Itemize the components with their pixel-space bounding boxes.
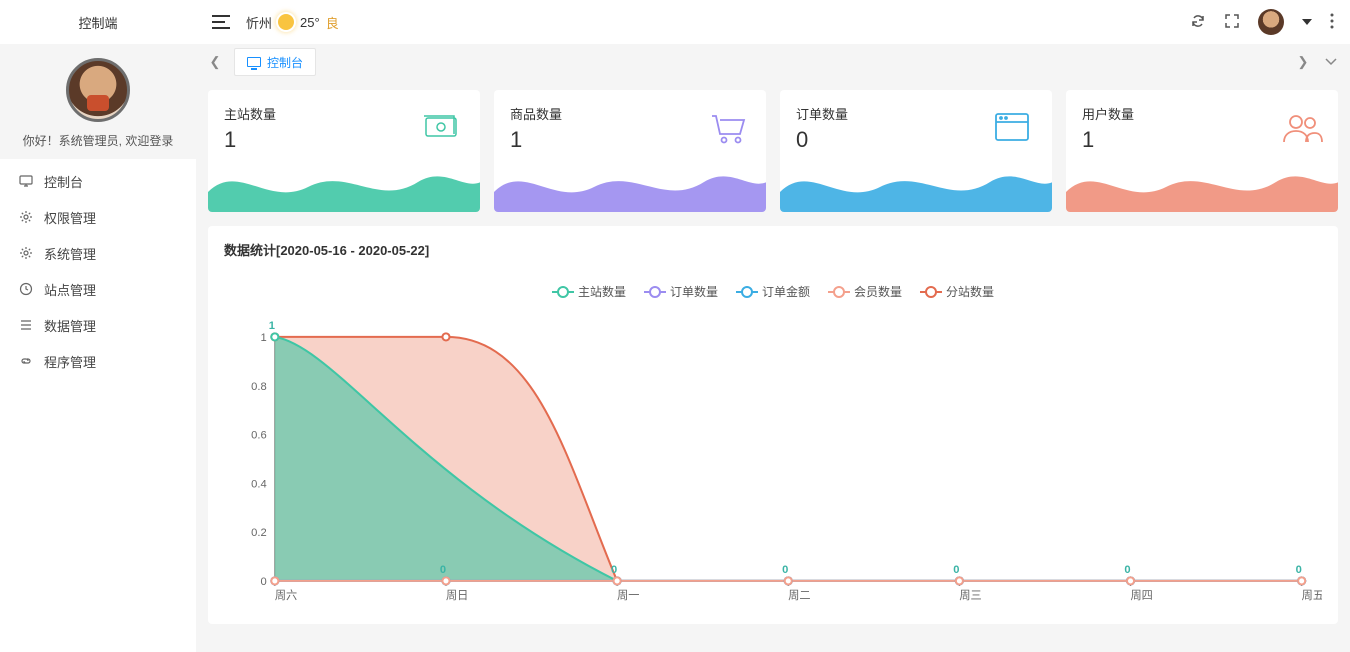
users-icon bbox=[1280, 112, 1320, 142]
tab-label: 控制台 bbox=[267, 54, 303, 71]
cart-icon bbox=[708, 112, 748, 142]
nav-item-label: 权限管理 bbox=[44, 208, 96, 227]
desktop-icon bbox=[18, 173, 34, 189]
svg-text:1: 1 bbox=[269, 320, 275, 332]
temperature: 25° bbox=[300, 15, 320, 30]
svg-text:0.2: 0.2 bbox=[251, 527, 267, 539]
nav-item-label: 系统管理 bbox=[44, 244, 96, 263]
greeting-text: 你好！系统管理员, 欢迎登录 bbox=[0, 132, 196, 149]
svg-text:0: 0 bbox=[611, 564, 617, 576]
legend-mark-icon bbox=[828, 291, 850, 293]
nav-item-1[interactable]: 权限管理 bbox=[0, 199, 196, 235]
svg-text:0.4: 0.4 bbox=[251, 478, 267, 490]
money-icon bbox=[422, 112, 462, 142]
svg-text:周五: 周五 bbox=[1302, 589, 1322, 602]
list-icon bbox=[18, 317, 34, 333]
clock-icon bbox=[18, 281, 34, 297]
tab-console[interactable]: 控制台 bbox=[234, 48, 316, 76]
nav-item-label: 控制台 bbox=[44, 172, 83, 191]
user-dropdown-icon[interactable] bbox=[1302, 19, 1312, 25]
tabs-next-icon[interactable]: ❯ bbox=[1292, 49, 1314, 75]
profile-block: 你好！系统管理员, 欢迎登录 bbox=[0, 44, 196, 159]
svg-text:0: 0 bbox=[782, 564, 788, 576]
fullscreen-icon[interactable] bbox=[1224, 13, 1240, 32]
legend-item-3[interactable]: 会员数量 bbox=[828, 283, 902, 300]
sun-icon bbox=[278, 14, 294, 30]
nav-item-label: 数据管理 bbox=[44, 316, 96, 335]
nav-item-5[interactable]: 程序管理 bbox=[0, 343, 196, 379]
svg-text:周一: 周一 bbox=[617, 589, 639, 602]
content-area: 主站数量 1 商品数量 1 订单数量 0 用户数量 1 数据统计[2020-05… bbox=[196, 80, 1350, 652]
nav-menu: 控制台 权限管理 系统管理 站点管理 数据管理 程序管理 bbox=[0, 159, 196, 379]
svg-text:0: 0 bbox=[260, 576, 266, 588]
nav-item-2[interactable]: 系统管理 bbox=[0, 235, 196, 271]
refresh-icon[interactable] bbox=[1190, 13, 1206, 32]
legend-mark-icon bbox=[920, 291, 942, 293]
weather-widget: 忻州 25° 良 bbox=[246, 13, 339, 32]
gear-icon bbox=[18, 209, 34, 225]
link-icon bbox=[18, 353, 34, 369]
svg-text:周三: 周三 bbox=[959, 589, 981, 602]
legend-item-0[interactable]: 主站数量 bbox=[552, 283, 626, 300]
stats-panel: 数据统计[2020-05-16 - 2020-05-22] 主站数量 订单数量 … bbox=[208, 226, 1338, 624]
stats-title: 数据统计[2020-05-16 - 2020-05-22] bbox=[224, 240, 1322, 259]
stats-chart: 0 0.2 0.4 0.6 0.8 1 周六 周日 周一 周二 周三 周四 周五 1 0 0 0 0 0 0 bbox=[224, 314, 1322, 614]
legend-mark-icon bbox=[552, 291, 574, 293]
air-quality: 良 bbox=[326, 13, 339, 32]
svg-text:周二: 周二 bbox=[788, 589, 810, 602]
svg-text:1: 1 bbox=[260, 332, 266, 344]
svg-text:0: 0 bbox=[440, 564, 446, 576]
more-icon[interactable] bbox=[1330, 13, 1334, 32]
svg-text:0: 0 bbox=[1296, 564, 1302, 576]
legend-mark-icon bbox=[644, 291, 666, 293]
svg-text:周日: 周日 bbox=[446, 589, 468, 602]
city: 忻州 bbox=[246, 13, 272, 32]
legend-item-2[interactable]: 订单金额 bbox=[736, 283, 810, 300]
tabs-prev-icon[interactable]: ❮ bbox=[204, 49, 226, 75]
nav-item-label: 站点管理 bbox=[44, 280, 96, 299]
chart-legend: 主站数量 订单数量 订单金额 会员数量 分站数量 bbox=[224, 283, 1322, 300]
sidebar: 控制端 你好！系统管理员, 欢迎登录 控制台 权限管理 系统管理 站点管理 数据… bbox=[0, 0, 196, 652]
stat-card-3[interactable]: 用户数量 1 bbox=[1066, 90, 1338, 212]
legend-mark-icon bbox=[736, 291, 758, 293]
legend-item-4[interactable]: 分站数量 bbox=[920, 283, 994, 300]
svg-text:0: 0 bbox=[1124, 564, 1130, 576]
svg-text:周四: 周四 bbox=[1131, 589, 1153, 602]
gear-icon bbox=[18, 245, 34, 261]
window-icon bbox=[994, 112, 1034, 142]
stat-cards: 主站数量 1 商品数量 1 订单数量 0 用户数量 1 bbox=[208, 90, 1338, 212]
svg-text:0.6: 0.6 bbox=[251, 430, 267, 442]
nav-item-3[interactable]: 站点管理 bbox=[0, 271, 196, 307]
tabs-dropdown-icon[interactable] bbox=[1320, 49, 1342, 75]
legend-label: 主站数量 bbox=[578, 283, 626, 300]
svg-text:0.8: 0.8 bbox=[251, 381, 267, 393]
menu-toggle-icon[interactable] bbox=[212, 15, 230, 29]
legend-item-1[interactable]: 订单数量 bbox=[644, 283, 718, 300]
nav-item-label: 程序管理 bbox=[44, 352, 96, 371]
desktop-icon bbox=[247, 57, 261, 67]
nav-item-0[interactable]: 控制台 bbox=[0, 163, 196, 199]
stat-card-2[interactable]: 订单数量 0 bbox=[780, 90, 1052, 212]
stat-card-0[interactable]: 主站数量 1 bbox=[208, 90, 480, 212]
topbar: 忻州 25° 良 bbox=[196, 0, 1350, 44]
stat-card-1[interactable]: 商品数量 1 bbox=[494, 90, 766, 212]
avatar-small[interactable] bbox=[1258, 9, 1284, 35]
svg-text:周六: 周六 bbox=[275, 589, 297, 602]
legend-label: 分站数量 bbox=[946, 283, 994, 300]
avatar-large[interactable] bbox=[66, 58, 130, 122]
nav-item-4[interactable]: 数据管理 bbox=[0, 307, 196, 343]
legend-label: 订单数量 bbox=[670, 283, 718, 300]
legend-label: 订单金额 bbox=[762, 283, 810, 300]
tab-strip: ❮ 控制台 ❯ bbox=[196, 44, 1350, 80]
sidebar-title: 控制端 bbox=[0, 0, 196, 44]
legend-label: 会员数量 bbox=[854, 283, 902, 300]
svg-text:0: 0 bbox=[953, 564, 959, 576]
